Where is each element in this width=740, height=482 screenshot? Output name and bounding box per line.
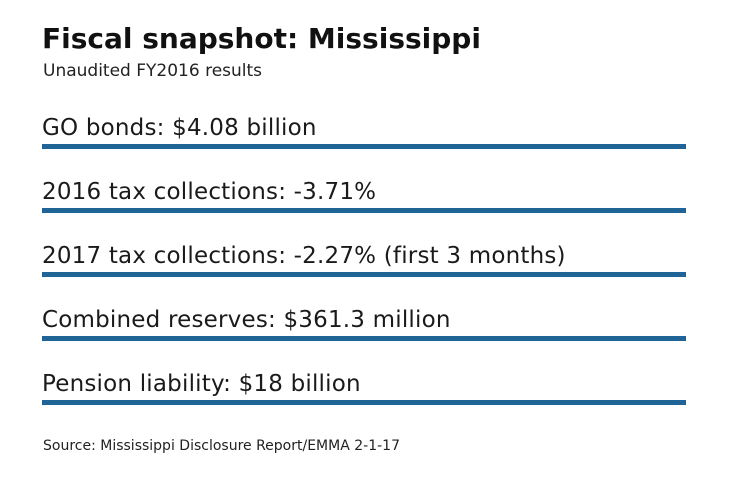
page-title: Fiscal snapshot: Mississippi (42, 22, 481, 55)
page-subtitle: Unaudited FY2016 results (43, 61, 263, 81)
fact-list: GO bonds: $4.08 billion 2016 tax collect… (42, 112, 686, 432)
fact-item-pension-liability: Pension liability: $18 billion (42, 368, 686, 432)
fact-divider (42, 208, 686, 213)
fact-item-go-bonds: GO bonds: $4.08 billion (42, 112, 686, 176)
fact-divider (42, 400, 686, 405)
source-note: Source: Mississippi Disclosure Report/EM… (43, 438, 400, 454)
fact-text: 2017 tax collections: -2.27% (first 3 mo… (42, 243, 566, 269)
fact-text: 2016 tax collections: -3.71% (42, 179, 377, 205)
fact-item-2016-tax-collections: 2016 tax collections: -3.71% (42, 176, 686, 240)
fact-text: GO bonds: $4.08 billion (42, 115, 317, 141)
fact-text: Pension liability: $18 billion (42, 371, 361, 397)
fact-text: Combined reserves: $361.3 million (42, 307, 451, 333)
fact-divider (42, 272, 686, 277)
fact-item-2017-tax-collections: 2017 tax collections: -2.27% (first 3 mo… (42, 240, 686, 304)
fact-divider (42, 336, 686, 341)
fact-divider (42, 144, 686, 149)
fact-item-combined-reserves: Combined reserves: $361.3 million (42, 304, 686, 368)
